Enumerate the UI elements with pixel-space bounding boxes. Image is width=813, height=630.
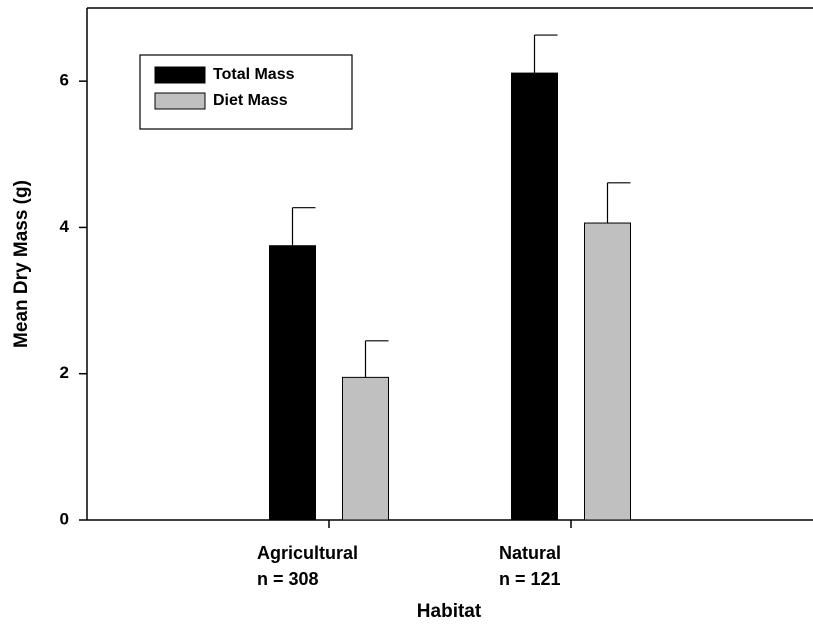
legend-swatch — [154, 92, 206, 110]
y-tick-label: 6 — [60, 71, 69, 90]
x-tick-label: Agricultural — [257, 543, 358, 563]
bar — [511, 72, 558, 521]
y-axis-label: Mean Dry Mass (g) — [11, 180, 32, 348]
x-tick-note: n = 121 — [499, 569, 561, 589]
y-tick-label: 4 — [60, 217, 70, 236]
x-tick-note: n = 308 — [257, 569, 319, 589]
x-axis-label: Habitat — [417, 601, 482, 622]
bar — [342, 376, 389, 521]
x-tick-label: Natural — [499, 543, 561, 563]
bar — [269, 245, 316, 521]
y-tick-label: 2 — [60, 363, 69, 382]
bar — [584, 222, 631, 521]
legend-label: Total Mass — [213, 66, 295, 83]
y-tick-label: 0 — [60, 509, 69, 528]
legend-swatch — [154, 66, 206, 84]
legend-label: Diet Mass — [213, 92, 288, 109]
